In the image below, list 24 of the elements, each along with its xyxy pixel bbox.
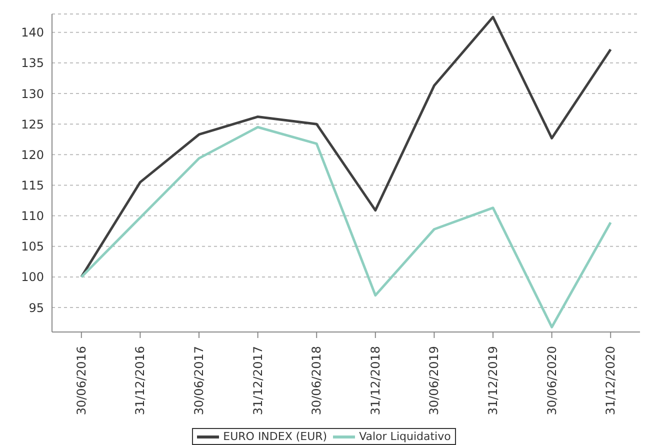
x-tick-label: 30/06/2019 [427,346,442,416]
y-tick-label: 95 [28,300,44,315]
x-tick-label: 30/06/2017 [192,346,206,416]
legend-label: Valor Liquidativo [358,430,451,443]
y-tick-label: 105 [21,240,44,254]
x-tick-label: 31/12/2018 [368,346,382,416]
x-tick-label: 31/12/2020 [604,346,618,416]
line-series [80,16,612,278]
y-tick-label: 115 [21,178,44,192]
y-tick-label: 100 [21,270,44,284]
x-tick-label: 30/06/2016 [74,346,88,416]
y-tick-label: 135 [21,56,44,70]
x-tick-label: 31/12/2017 [250,346,265,416]
x-tick-label: 31/12/2016 [133,346,148,416]
y-tick-label: 140 [21,26,44,40]
y-tick-label: 110 [21,209,44,224]
line-series [80,126,612,328]
x-tick-label: 30/06/2020 [544,346,559,416]
y-tick-label: 120 [21,148,44,162]
x-tick-label: 31/12/2019 [486,346,500,416]
y-tick-label: 130 [21,86,44,101]
legend-label: EURO INDEX (EUR) [222,430,328,443]
y-tick-label: 125 [21,117,44,132]
x-tick-label: 30/06/2018 [310,346,324,416]
